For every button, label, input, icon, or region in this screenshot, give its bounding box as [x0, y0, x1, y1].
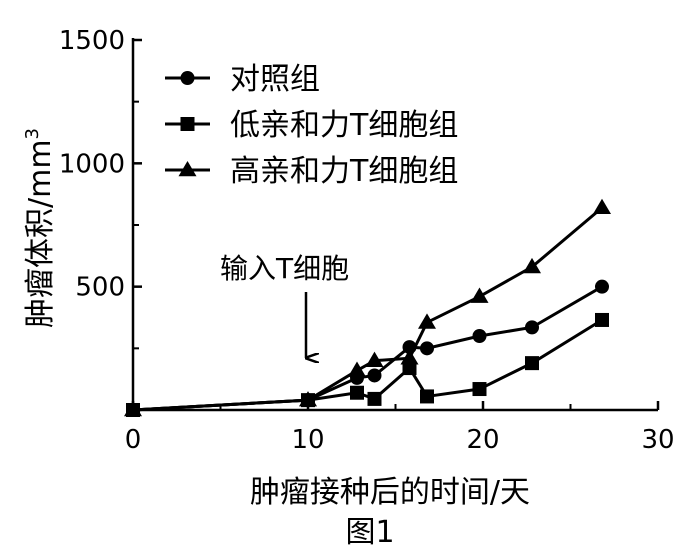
y-tick-label: 500 — [75, 273, 125, 303]
data-point-triangle — [400, 349, 419, 365]
legend-marker-square — [180, 117, 195, 131]
data-point-circle — [525, 320, 539, 335]
x-tick-label: 20 — [466, 425, 499, 455]
y-tick-label: 1000 — [59, 149, 125, 179]
data-point-circle — [595, 279, 609, 294]
figure-caption: 图1 — [345, 515, 394, 550]
data-point-square — [525, 356, 539, 371]
data-point-square — [420, 389, 434, 404]
series-triangle — [124, 198, 611, 417]
legend-marker-circle — [180, 71, 195, 85]
data-point-triangle — [365, 351, 384, 367]
series-line-triangle — [132, 206, 603, 412]
data-point-triangle — [593, 198, 611, 215]
data-point-triangle — [348, 361, 366, 377]
annotation-text: 输入T细胞 — [220, 252, 349, 285]
data-point-circle — [472, 329, 487, 343]
legend-item: 低亲和力T细胞组 — [165, 108, 458, 143]
data-point-square — [367, 391, 382, 406]
axes — [131, 38, 658, 412]
x-tick-label: 10 — [291, 425, 324, 455]
series-layer — [124, 198, 611, 417]
legend-label: 高亲和力T细胞组 — [230, 154, 458, 189]
legend-item: 高亲和力T细胞组 — [165, 154, 458, 189]
data-point-triangle — [299, 391, 317, 407]
x-axis-label: 肿瘤接种后的时间/天 — [250, 475, 530, 510]
annotation: 输入T细胞 — [220, 252, 349, 358]
series-line-circle — [132, 285, 603, 412]
legend-label: 低亲和力T细胞组 — [230, 108, 458, 143]
data-point-triangle — [418, 313, 436, 329]
legend-item: 对照组 — [165, 62, 320, 97]
data-point-triangle — [470, 287, 489, 303]
data-point-square — [472, 382, 487, 397]
legend-label: 对照组 — [230, 62, 320, 97]
y-ticks: 500 1000 1500 — [59, 26, 142, 350]
x-tick-label: 0 — [125, 425, 142, 455]
data-point-circle — [367, 368, 382, 383]
data-point-square — [595, 312, 609, 327]
data-point-circle — [420, 341, 434, 356]
data-point-triangle — [124, 401, 142, 417]
y-axis-label: 肿瘤体积/mm3 — [22, 128, 58, 328]
y-axis-label-superscript: 3 — [22, 128, 43, 139]
y-axis-label-main: 肿瘤体积/mm — [23, 139, 58, 328]
x-tick-label: 30 — [641, 425, 674, 455]
data-point-square — [350, 385, 364, 400]
y-tick-label: 1500 — [59, 26, 125, 56]
data-point-triangle — [523, 257, 541, 274]
data-point-square — [402, 361, 417, 376]
legend-marker-triangle — [178, 161, 197, 177]
